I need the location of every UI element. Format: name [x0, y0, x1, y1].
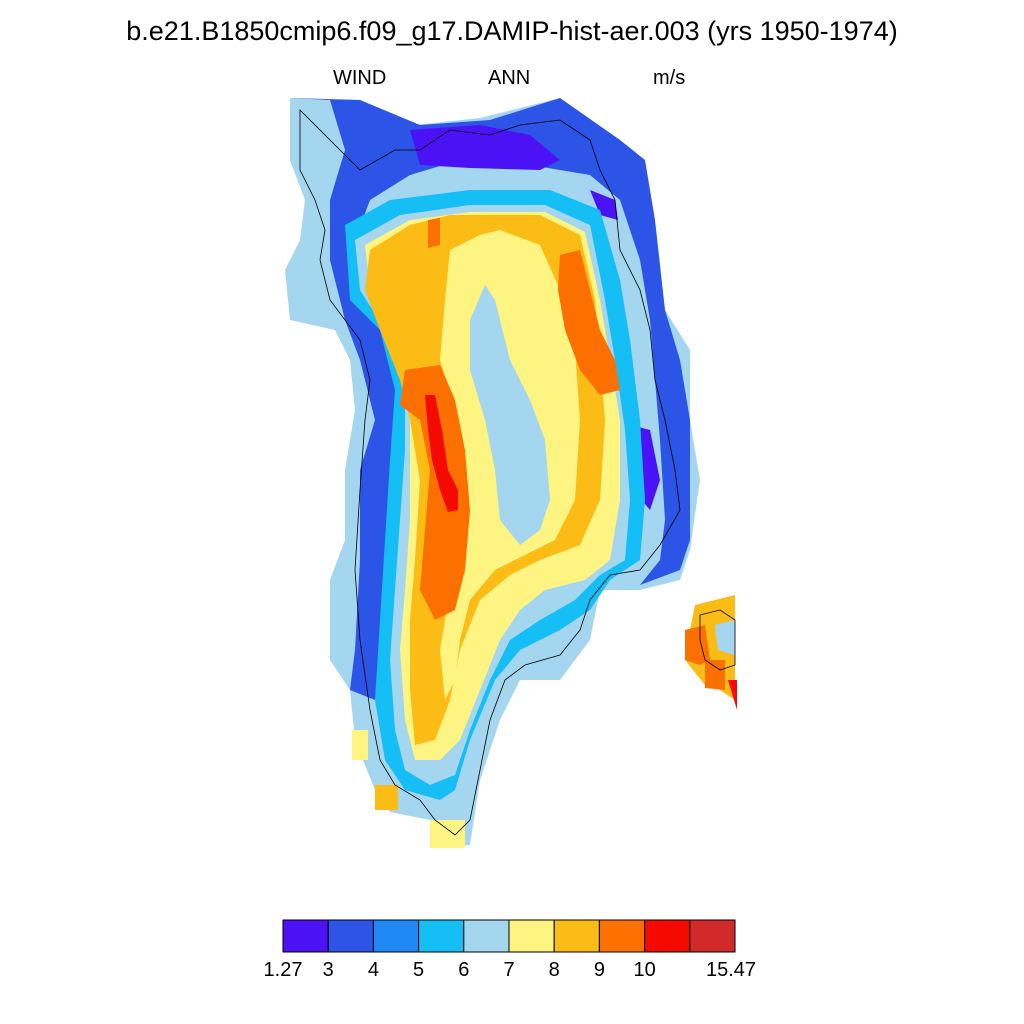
plot-title: b.e21.B1850cmip6.f09_g17.DAMIP-hist-aer.… [126, 16, 898, 46]
colorbar-box-5 [508, 919, 555, 953]
iceland-orange-south [705, 660, 725, 690]
south-west-orange [375, 785, 398, 810]
colorbar-label-1: 3 [322, 959, 334, 981]
west-red-core [425, 395, 458, 512]
colorbar-box-1 [327, 919, 374, 953]
colorbar-box-4 [463, 919, 510, 953]
iceland-coastline [699, 609, 736, 671]
outer-blue-rim [290, 98, 690, 700]
colorbar-label-7: 9 [593, 959, 605, 981]
colorbar-label-3: 5 [413, 959, 425, 981]
north-low-wind [410, 125, 560, 170]
iceland-red [728, 680, 737, 710]
greenland-coastline [299, 109, 681, 836]
colorbar-label-5: 7 [503, 959, 515, 981]
colorbar-box-6 [553, 919, 600, 953]
colorbar-box-7 [598, 919, 646, 953]
variable-label: WIND [333, 67, 387, 89]
south-tip-yellow [430, 820, 465, 848]
colorbar-box-2 [372, 919, 420, 953]
north-orange-spot [428, 218, 440, 248]
colorbar-label-9: 15.47 [705, 959, 757, 981]
colorbar-box-9 [689, 919, 736, 953]
colorbar-label-0: 1.27 [263, 959, 303, 981]
colorbar-label-8: 10 [633, 959, 656, 981]
wind-field [285, 98, 737, 848]
colorbar-box-3 [418, 919, 465, 953]
east-orange-ridge [558, 250, 620, 395]
colorbar-label-6: 8 [548, 959, 560, 981]
season-label: ANN [488, 67, 531, 89]
units-label: m/s [653, 67, 686, 89]
west-orange-ridge [400, 365, 470, 620]
colorbar-label-2: 4 [367, 959, 379, 981]
colorbar-box-0 [282, 919, 329, 953]
iceland-light [715, 620, 735, 655]
interior-low-core [470, 285, 550, 545]
south-west-yellow [352, 730, 368, 760]
colorbar-label-4: 6 [458, 959, 470, 981]
coastlines [299, 109, 736, 836]
colorbar-box-8 [644, 919, 691, 953]
north-low-wind-east [590, 190, 618, 220]
